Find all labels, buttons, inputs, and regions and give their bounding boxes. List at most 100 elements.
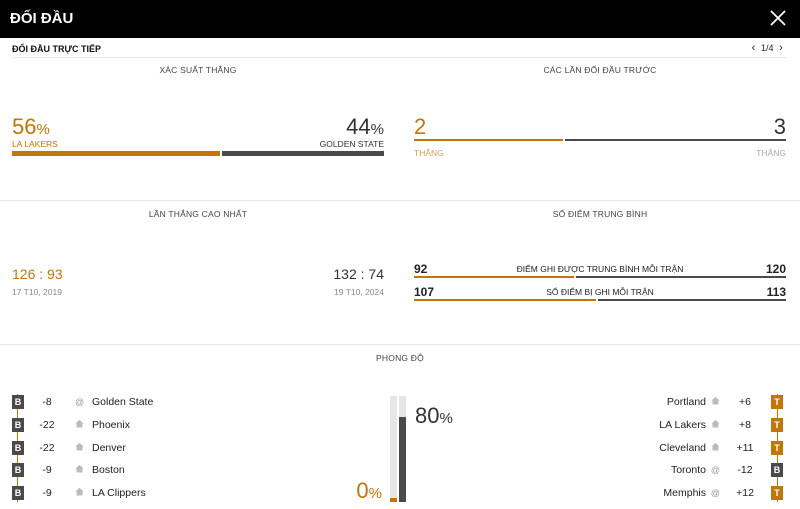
form-row[interactable]: B -22 Phoenix [12,417,212,434]
biggest-win-title: LẦN THẮNG CAO NHẤT [148,209,248,219]
pager: ‹ 1/4 › [748,42,786,54]
result-badge: B [12,440,24,455]
result-badge: T [771,440,783,455]
away-wins-fill [565,139,786,141]
previous-meetings-title: CÁC LẦN ĐỐI ĐẦU TRƯỚC [543,65,657,75]
score-diff: -8 [42,396,52,408]
home-wins-label: THẮNG [414,148,444,158]
form-row[interactable]: Portland +6 T [588,395,788,411]
home-icon [711,419,720,428]
home-icon [711,396,720,405]
result-badge: B [12,463,24,478]
away-at-icon: @ [75,397,85,407]
home-form-gauge [390,396,397,502]
chevron-left-icon[interactable]: ‹ [751,42,756,54]
venue [75,464,84,476]
form-row[interactable]: Cleveland +11 T [588,440,788,457]
venue [711,442,720,454]
venue: @ [711,464,720,476]
result-badge: T [771,417,783,432]
home-icon [75,419,84,428]
home-form-value: 0 [356,478,369,503]
venue [75,419,84,431]
home-avg-scored-fill [414,276,574,278]
away-form-gauge-fill [399,417,406,502]
opponent-name: LA Lakers [659,418,706,431]
page-title: ĐỐI ĐẦU [10,10,74,27]
score-diff: +8 [739,418,751,431]
home-avg-conceded-fill [414,299,596,301]
meetings-bar [414,139,786,142]
top-bar: ĐỐI ĐẦU [0,0,800,38]
away-form-percent: 80% [415,403,453,429]
win-probability-title: XÁC SUẤT THẮNG [159,65,237,75]
home-biggest-win-score: 126 : 93 [12,266,63,282]
away-wins-count: 3 [773,114,786,139]
away-team-label: GOLDEN STATE [319,139,384,149]
opponent-name: Memphis [663,487,706,500]
opponent-name: LA Clippers [92,487,146,500]
venue [711,419,720,431]
score-diff: -12 [737,464,753,477]
avg-points-row: 107 SỐ ĐIỂM BỊ GHI MỖI TRẬN 113 [414,284,786,302]
form-row[interactable]: B -9 LA Clippers [12,486,212,502]
venue [711,396,720,408]
win-probability-bar [12,151,384,156]
away-win-probability: 44% [346,114,384,140]
opponent-name: Toronto [670,464,706,477]
form-row[interactable]: Toronto @ -12 B [588,463,788,479]
venue [75,442,84,454]
home-icon [75,488,84,496]
home-wins-fill [414,139,563,141]
opponent-name: Boston [92,464,125,477]
result-badge: T [771,395,783,409]
form-row[interactable]: B -8 @ Golden State [12,395,212,411]
score-diff: +11 [736,441,754,454]
away-biggest-win-date: 19 T10, 2024 [334,287,384,297]
result-badge: B [12,395,24,409]
away-wins-label: THẮNG [756,148,786,158]
venue: @ [711,487,720,499]
form-row[interactable]: Memphis @ +12 T [588,486,788,502]
home-avg-scored: 92 [414,262,428,276]
home-icon [75,465,84,473]
form-title: PHONG ĐỘ [376,353,424,363]
score-diff: -9 [42,487,52,500]
close-icon[interactable] [768,8,788,28]
home-icon [75,442,84,451]
venue [75,487,84,499]
home-form-unit: % [368,485,382,502]
section-header: ĐỐI ĐẦU TRỰC TIẾP [12,44,101,54]
form-row[interactable]: B -22 Denver [12,440,212,457]
away-win-value: 44 [346,114,371,139]
opponent-name: Cleveland [659,441,706,454]
form-row[interactable]: LA Lakers +8 T [588,417,788,434]
away-win-unit: % [370,121,384,138]
away-at-icon: @ [710,488,720,499]
score-diff: -22 [39,418,55,431]
home-avg-conceded: 107 [414,285,435,299]
away-avg-scored: 120 [765,262,786,276]
average-points-title: SỐ ĐIỂM TRUNG BÌNH [552,209,648,219]
opponent-name: Denver [92,441,126,454]
home-wins-count: 2 [414,114,427,139]
result-badge: T [771,486,783,501]
away-form-unit: % [439,410,453,427]
avg-conceded-label: SỐ ĐIỂM BỊ GHI MỖI TRẬN [546,287,654,297]
venue: @ [75,396,84,408]
score-diff: +6 [739,396,751,408]
home-win-value: 56 [12,114,37,139]
away-form-gauge [399,396,406,502]
avg-scored-label: ĐIỂM GHI ĐƯỢC TRUNG BÌNH MỖI TRẬN [516,264,684,274]
home-form-gauge-fill [390,498,397,502]
away-biggest-win-score: 132 : 74 [333,266,384,282]
away-at-icon: @ [710,465,720,476]
opponent-name: Golden State [92,396,154,408]
form-row[interactable]: B -9 Boston [12,463,212,479]
score-diff: +12 [736,487,754,500]
avg-points-row: 92 ĐIỂM GHI ĐƯỢC TRUNG BÌNH MỖI TRẬN 120 [414,261,786,279]
chevron-right-icon[interactable]: › [779,42,783,54]
home-biggest-win-date: 17 T10, 2019 [12,287,62,297]
home-form-list: B -8 @ Golden State B -22 Phoenix B -22 Denver B -9… [12,395,212,505]
result-badge: B [12,486,24,501]
